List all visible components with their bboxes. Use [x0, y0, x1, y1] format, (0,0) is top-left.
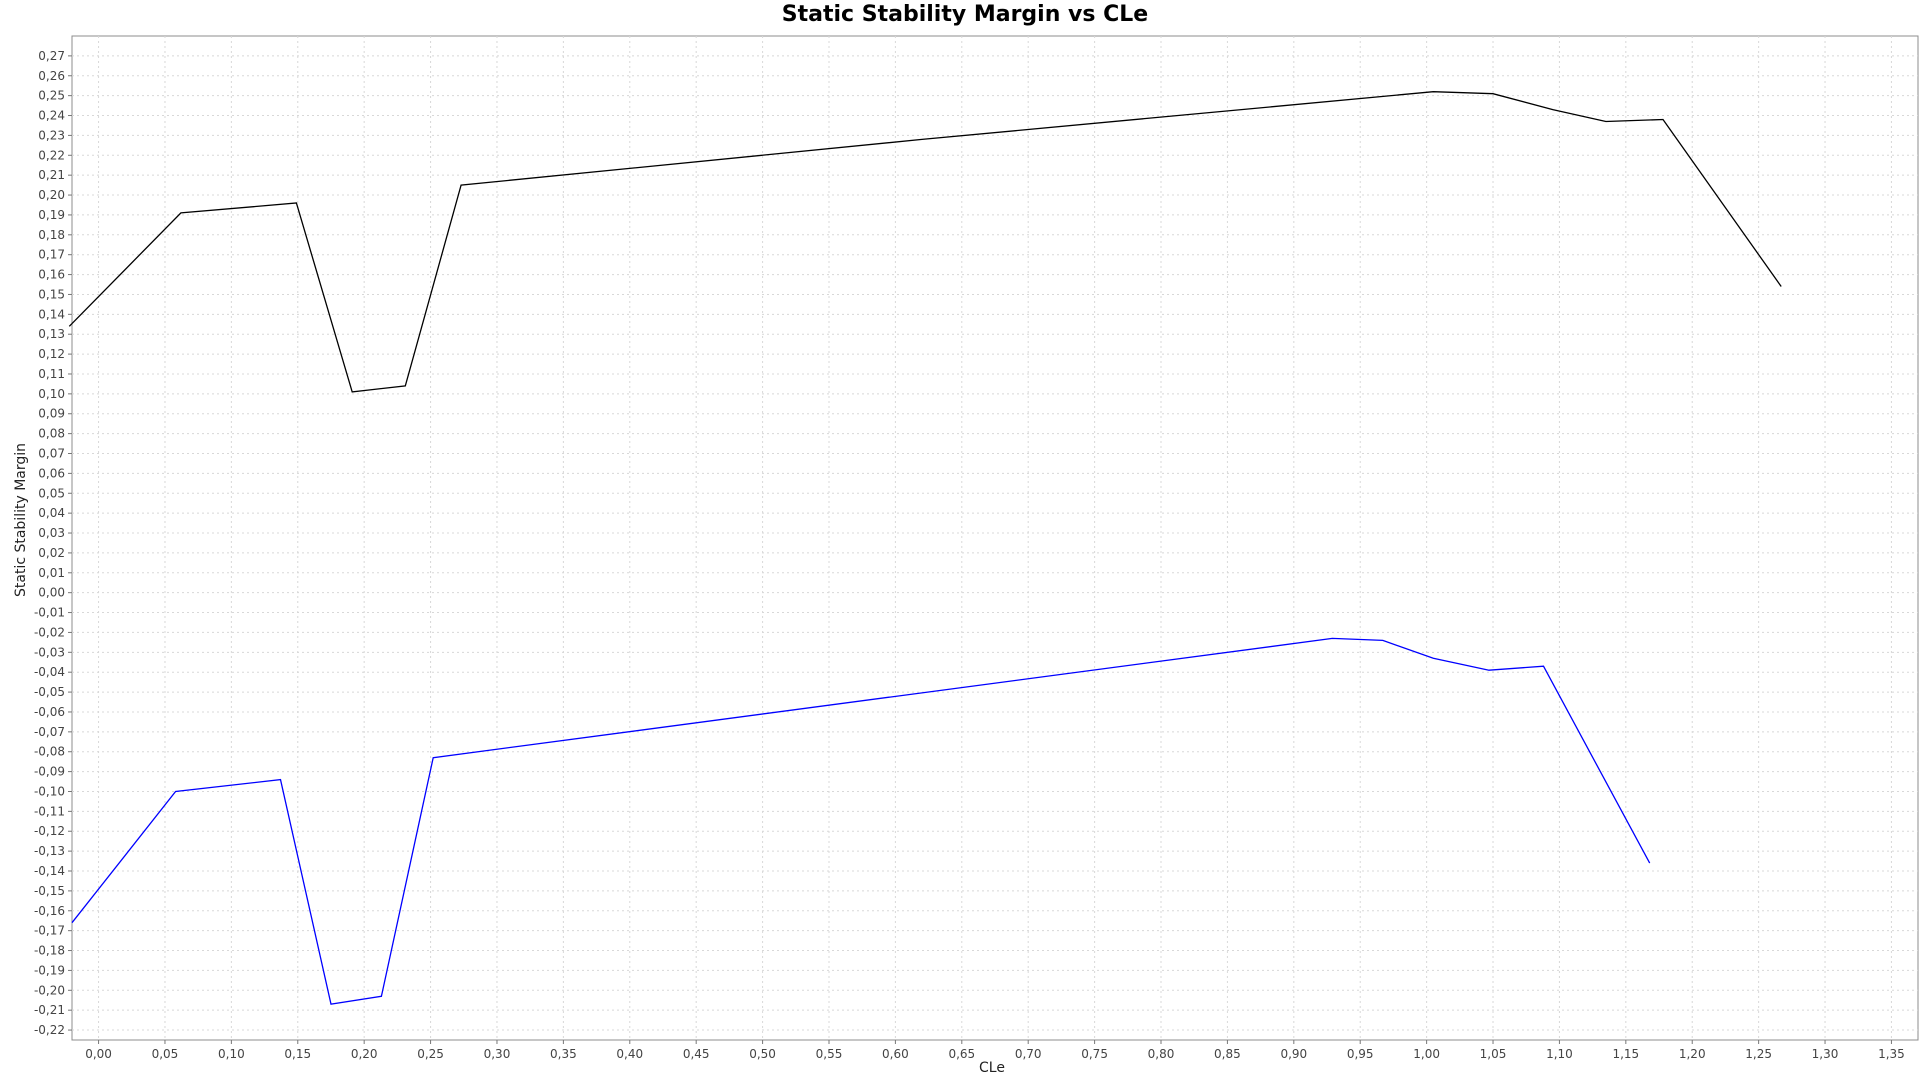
x-tick-label: 0,20 — [351, 1047, 378, 1061]
x-axis-label: CLe — [979, 1060, 1005, 1076]
x-tick-label: 0,85 — [1214, 1047, 1241, 1061]
y-tick-label: 0,09 — [38, 407, 65, 421]
x-tick-label: 1,10 — [1546, 1047, 1573, 1061]
y-tick-label: 0,12 — [38, 347, 65, 361]
y-tick-label: 0,27 — [38, 49, 65, 63]
x-tick-label: 0,70 — [1015, 1047, 1042, 1061]
y-tick-label: 0,04 — [38, 506, 65, 520]
plot-area — [71, 35, 1919, 1041]
y-tick-label: -0,09 — [34, 765, 65, 779]
y-tick-label: -0,01 — [34, 606, 65, 620]
y-tick-label: 0,25 — [38, 89, 65, 103]
y-tick-label: -0,22 — [34, 1023, 65, 1037]
y-tick-label: -0,08 — [34, 745, 65, 759]
y-tick-label: 0,00 — [38, 586, 65, 600]
x-tick-label: 0,35 — [550, 1047, 577, 1061]
y-tick-label: -0,16 — [34, 904, 65, 918]
grid — [72, 36, 1918, 1040]
y-tick-label: 0,03 — [38, 526, 65, 540]
x-tick-label: 0,10 — [218, 1047, 245, 1061]
y-axis: 0,27 0,26 0,25 0,24 0,23 0,22 0,21 0,20 0,19 0,18… — [34, 49, 72, 1037]
y-tick-label: -0,11 — [34, 804, 65, 818]
y-tick-label: -0,05 — [34, 685, 65, 699]
x-tick-label: 0,75 — [1081, 1047, 1108, 1061]
x-tick-label: 0,40 — [616, 1047, 643, 1061]
y-tick-label: 0,23 — [38, 128, 65, 142]
x-tick-label: 0,95 — [1347, 1047, 1374, 1061]
x-tick-label: 0,00 — [85, 1047, 112, 1061]
x-tick-label: 0,90 — [1280, 1047, 1307, 1061]
x-tick-label: 0,60 — [882, 1047, 909, 1061]
y-tick-label: 0,13 — [38, 327, 65, 341]
series-line-2 — [71, 637, 1651, 1005]
y-tick-label: -0,17 — [34, 924, 65, 938]
y-tick-label: 0,08 — [38, 427, 65, 441]
y-tick-label: -0,20 — [34, 983, 65, 997]
chart-title: Static Stability Margin vs CLe — [782, 2, 1148, 27]
y-tick-label: 0,15 — [38, 287, 65, 301]
y-tick-label: -0,06 — [34, 705, 65, 719]
x-tick-label: 0,80 — [1148, 1047, 1175, 1061]
y-tick-label: 0,21 — [38, 168, 65, 182]
x-tick-label: 0,50 — [749, 1047, 776, 1061]
y-tick-label: 0,22 — [38, 148, 65, 162]
y-tick-label: 0,01 — [38, 566, 65, 580]
y-tick-label: 0,18 — [38, 228, 65, 242]
x-tick-label: 0,25 — [417, 1047, 444, 1061]
y-axis-label: Static Stability Margin — [13, 443, 29, 597]
x-tick-label: 1,35 — [1878, 1047, 1905, 1061]
y-tick-label: 0,10 — [38, 387, 65, 401]
y-tick-label: -0,04 — [34, 665, 65, 679]
y-tick-label: -0,18 — [34, 944, 65, 958]
y-tick-label: 0,20 — [38, 188, 65, 202]
y-tick-label: -0,10 — [34, 784, 65, 798]
x-tick-label: 1,05 — [1480, 1047, 1507, 1061]
y-tick-label: 0,17 — [38, 248, 65, 262]
y-tick-label: 0,05 — [38, 486, 65, 500]
y-tick-label: 0,26 — [38, 69, 65, 83]
y-tick-label: -0,07 — [34, 725, 65, 739]
x-tick-label: 1,30 — [1812, 1047, 1839, 1061]
x-tick-label: 0,45 — [683, 1047, 710, 1061]
y-tick-label: -0,13 — [34, 844, 65, 858]
x-tick-label: 1,20 — [1679, 1047, 1706, 1061]
y-tick-label: 0,16 — [38, 268, 65, 282]
y-tick-label: 0,11 — [38, 367, 65, 381]
x-tick-label: 0,05 — [152, 1047, 179, 1061]
y-tick-label: -0,15 — [34, 884, 65, 898]
x-tick-label: 0,30 — [484, 1047, 511, 1061]
x-tick-label: 1,25 — [1745, 1047, 1772, 1061]
y-tick-label: -0,21 — [34, 1003, 65, 1017]
x-axis: 0,00 0,05 0,10 0,15 0,20 0,25 0,30 0,35 0,40 0,45… — [85, 1040, 1905, 1061]
y-tick-label: -0,02 — [34, 625, 65, 639]
series-group — [68, 91, 1782, 1005]
y-tick-label: 0,14 — [38, 307, 65, 321]
series-line-1 — [68, 91, 1782, 393]
y-tick-label: 0,06 — [38, 466, 65, 480]
x-tick-label: 1,00 — [1413, 1047, 1440, 1061]
x-tick-label: 1,15 — [1612, 1047, 1639, 1061]
x-tick-label: 0,55 — [816, 1047, 843, 1061]
x-tick-label: 0,15 — [284, 1047, 311, 1061]
y-tick-label: 0,19 — [38, 208, 65, 222]
y-tick-label: -0,03 — [34, 645, 65, 659]
y-tick-label: -0,14 — [34, 864, 65, 878]
y-tick-label: 0,24 — [38, 109, 65, 123]
y-tick-label: -0,12 — [34, 824, 65, 838]
x-tick-label: 0,65 — [948, 1047, 975, 1061]
y-tick-label: 0,07 — [38, 447, 65, 461]
y-tick-label: -0,19 — [34, 963, 65, 977]
y-tick-label: 0,02 — [38, 546, 65, 560]
